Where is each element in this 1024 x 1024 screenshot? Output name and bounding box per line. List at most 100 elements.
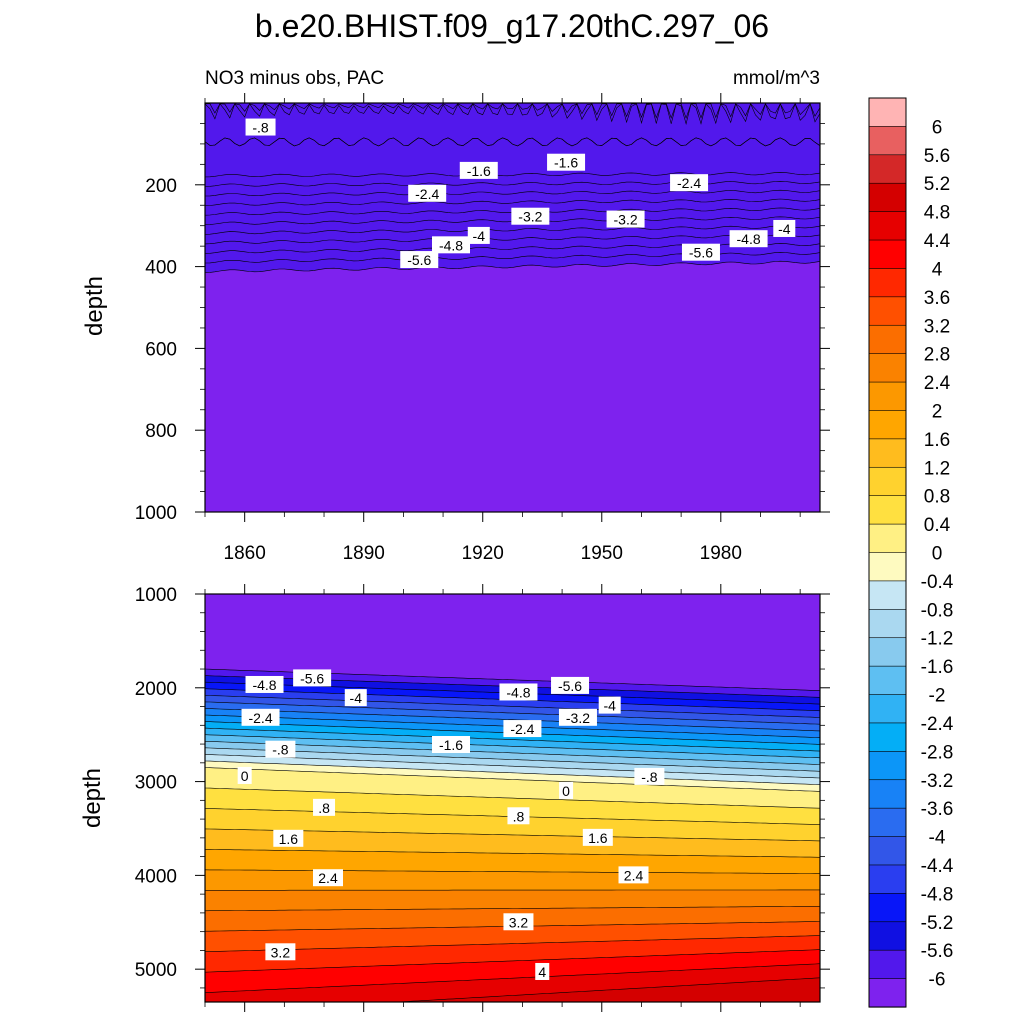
upper-contour-label: -1.6 <box>547 153 586 171</box>
contour-label-bg <box>558 708 597 726</box>
contour-label-text: -2.4 <box>415 186 439 202</box>
lower-contour-line <box>205 767 820 792</box>
contour-label-bg <box>598 696 621 714</box>
contour-label-bg <box>408 184 447 202</box>
colorbar-swatch <box>868 949 907 980</box>
upper-y-tick-label: 600 <box>145 339 177 360</box>
lower-y-tick-label: 4000 <box>135 866 177 887</box>
contour-label-text: -2.4 <box>677 175 701 191</box>
lower-contour-line <box>205 869 820 874</box>
upper-contour-line <box>205 234 820 245</box>
x-tick-label: 1860 <box>224 543 266 564</box>
colorbar-label: 5.2 <box>924 174 950 195</box>
contour-label-text: -2.4 <box>510 721 534 737</box>
colorbar-label: -2.8 <box>921 742 954 763</box>
contour-label-text: -4.8 <box>252 677 276 693</box>
colorbar-swatch <box>868 864 907 894</box>
colorbar-swatch <box>868 239 907 270</box>
contour-label-text: 1.6 <box>279 831 299 847</box>
colorbar-swatch <box>868 580 907 610</box>
lower-contour-label: 0 <box>237 766 252 784</box>
colorbar-swatch <box>868 722 907 752</box>
upper-contour-line <box>205 137 820 147</box>
contour-label-text: -.8 <box>252 120 269 136</box>
upper-contour-line <box>205 260 820 273</box>
lower-contour-label: 2.4 <box>313 869 343 887</box>
colorbar-swatch <box>868 552 907 582</box>
lower-contour-line <box>205 787 820 809</box>
lower-contour-label: -4 <box>598 696 621 714</box>
lower-depth-panel: -4.8 -5.6-4-2.4-.80.81.62.43.2-4.8 -5.6-4-… <box>135 584 830 1012</box>
contour-label-text: -4.8 <box>439 237 463 253</box>
colorbar-label: 4.8 <box>924 203 950 224</box>
contour-label-text: .8 <box>513 808 525 824</box>
colorbar-label: 2.4 <box>924 373 951 394</box>
colorbar-swatch <box>868 751 907 781</box>
lower-contour-label: -.8 <box>265 740 296 758</box>
colorbar-label: -4 <box>929 828 946 849</box>
colorbar-swatch <box>868 495 907 525</box>
lower-contour-label: -5.6 <box>551 676 590 694</box>
contour-label-bg <box>551 676 590 694</box>
upper-contour-band <box>205 103 820 273</box>
colorbar-label: -0.8 <box>921 600 954 621</box>
lower-contour-label: 4 <box>535 962 550 980</box>
contour-label-bg <box>313 798 336 816</box>
lower-contour-line <box>205 906 820 912</box>
upper-contour-line <box>205 103 820 120</box>
contour-label-text: .8 <box>318 800 330 816</box>
lower-contour-line <box>205 727 820 752</box>
contour-label-text: -5.6 <box>407 252 431 268</box>
lower-contour-label: -1.6 <box>432 736 470 754</box>
colorbar-label: -4.4 <box>921 856 954 877</box>
upper-contour-label: -.8 <box>245 118 276 136</box>
colorbar-swatch <box>868 296 907 326</box>
upper-contour-line <box>205 189 820 197</box>
contour-label-bg <box>432 736 470 754</box>
lower-contour-line <box>205 708 820 732</box>
x-tick-label: 1980 <box>700 543 742 564</box>
lower-contour-label: 3.2 <box>503 913 534 931</box>
chart-title: b.e20.BHIST.f09_g17.20thC.297_06 <box>255 8 769 44</box>
contour-label-bg <box>499 683 538 701</box>
panel-units-subtitle: mmol/m^3 <box>733 68 820 89</box>
colorbar-label: 3.6 <box>924 288 950 309</box>
colorbar-swatch <box>868 893 907 923</box>
colorbar-swatch <box>868 126 907 156</box>
contour-label-text: -4.8 <box>737 231 761 247</box>
contour-label-bg <box>432 236 470 254</box>
contour-label-bg <box>511 207 550 225</box>
lower-contour-label: -4.8 <box>245 675 284 693</box>
contour-label-bg <box>547 153 586 171</box>
colorbar-label: 4 <box>932 259 943 280</box>
contour-label-text: 0 <box>562 783 570 799</box>
colorbar-label: 0.8 <box>924 487 950 508</box>
colorbar-swatch <box>868 694 907 724</box>
lower-y-tick-label: 5000 <box>135 960 177 981</box>
lower-contour-label: -3.2 <box>558 708 597 726</box>
lower-y-tick-label: 2000 <box>135 679 177 700</box>
lower-contour-label: .8 <box>507 807 530 825</box>
lower-contour-line <box>205 849 820 858</box>
contour-label-text: -4 <box>350 690 363 706</box>
upper-contour-label: -5.6 <box>681 243 720 261</box>
colorbar-label: 0 <box>932 544 943 565</box>
contour-label-bg <box>237 766 252 784</box>
lower-contour-line <box>205 935 820 952</box>
contour-label-bg <box>503 913 534 931</box>
lower-contour-line <box>205 695 820 718</box>
colorbar-label: -1.2 <box>921 629 954 650</box>
upper-contour-label: -2.4 <box>670 174 709 192</box>
lower-contour-label: -5.6 <box>293 669 332 687</box>
contour-label-text: -4.8 <box>506 684 530 700</box>
contour-label-text: -4 <box>603 698 616 714</box>
colorbar-swatch <box>868 466 907 497</box>
colorbar-label: -2.4 <box>921 714 954 735</box>
contour-label-bg <box>729 230 768 248</box>
lower-contour-line <box>205 741 820 765</box>
contour-label-bg <box>535 962 550 980</box>
upper-contour-line <box>205 180 820 187</box>
lower-contour-line <box>205 828 820 842</box>
lower-contour-label: -.8 <box>634 767 665 785</box>
